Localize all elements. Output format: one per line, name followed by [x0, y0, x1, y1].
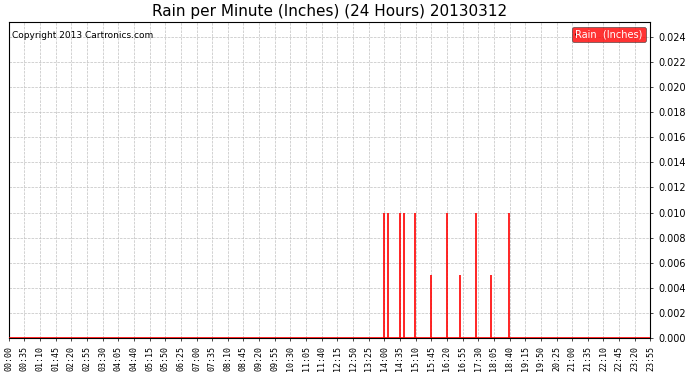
Title: Rain per Minute (Inches) (24 Hours) 20130312: Rain per Minute (Inches) (24 Hours) 2013… [152, 4, 507, 19]
Text: Copyright 2013 Cartronics.com: Copyright 2013 Cartronics.com [12, 31, 153, 40]
Legend: Rain  (Inches): Rain (Inches) [573, 27, 646, 42]
